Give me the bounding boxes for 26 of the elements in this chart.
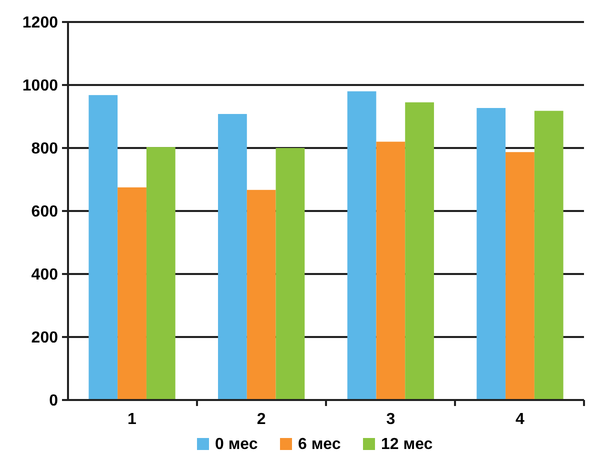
x-tick-label: 4 (516, 411, 525, 428)
bar (118, 187, 146, 400)
bar (246, 190, 276, 400)
y-tick-label: 800 (31, 140, 58, 158)
x-tick-label: 2 (256, 411, 266, 428)
x-tick-label: 3 (386, 411, 396, 428)
x-tick-label: 1 (128, 411, 137, 428)
y-tick-label: 200 (31, 330, 58, 347)
y-tick-label: 600 (31, 204, 58, 221)
y-tick-label: 1000 (22, 78, 58, 95)
bar (218, 114, 247, 400)
bar (506, 152, 534, 400)
y-tick-label: 400 (31, 266, 58, 284)
legend-label: 0 мес (215, 436, 258, 453)
bar (405, 102, 434, 400)
legend-label: 6 мес (298, 436, 341, 453)
y-tick-label: 0 (49, 392, 58, 410)
y-tick-label: 1200 (22, 14, 58, 32)
bar (347, 91, 376, 400)
legend-label: 12 мес (381, 436, 433, 453)
bar (376, 142, 406, 400)
bar (534, 110, 564, 400)
bar (276, 148, 305, 400)
bar (476, 108, 506, 400)
bar (88, 95, 118, 400)
bar (146, 147, 176, 400)
